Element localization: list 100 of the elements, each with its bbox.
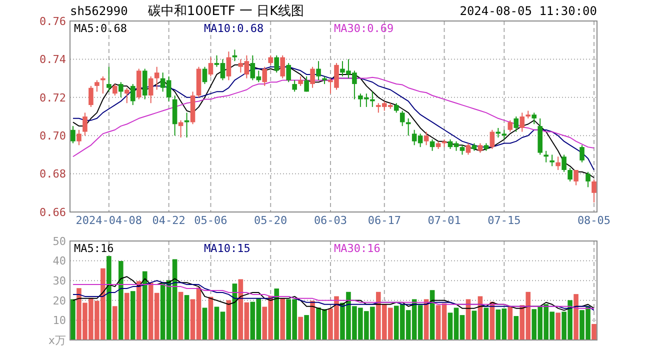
y-tick-label: 0.68 (40, 168, 66, 181)
y-tick-label: 20 (52, 294, 66, 308)
candlestick (280, 54, 285, 79)
candlestick (586, 171, 590, 188)
candlestick (556, 156, 560, 170)
bar (280, 298, 285, 340)
bar (298, 316, 303, 340)
candlestick (460, 144, 465, 156)
text: MA5:16 (74, 242, 114, 255)
bar (304, 315, 309, 340)
candlestick (178, 120, 184, 138)
candlestick (148, 76, 154, 104)
candlestick (502, 129, 507, 140)
candlestick (490, 129, 495, 150)
chart-title: 碳中和100ETF 一 日K线图 (146, 4, 304, 19)
text: MA5:0.68 (74, 22, 127, 35)
candlestick (394, 102, 399, 114)
bar (472, 310, 477, 340)
y-tick-label: 10 (52, 314, 66, 328)
bar (310, 300, 315, 340)
bar (226, 300, 232, 340)
text: MA10:0.68 (204, 22, 264, 35)
y-tick-label: 50 (52, 234, 66, 248)
candlestick (124, 87, 130, 104)
candlestick (70, 126, 76, 144)
candlestick (82, 112, 88, 136)
bar (484, 308, 489, 340)
candlestick (568, 168, 572, 182)
bar (592, 324, 596, 340)
bar (274, 288, 280, 340)
candlestick (292, 80, 297, 92)
candlestick (508, 120, 513, 132)
x-tick-label: 08-05 (577, 214, 611, 227)
x-tick-label: 07-15 (488, 214, 521, 227)
y-tick-label: x万 (48, 334, 66, 347)
candlestick (514, 116, 519, 132)
candlestick (262, 66, 268, 86)
candlestick (406, 118, 411, 136)
candlestick (232, 49, 238, 62)
candlestick (310, 66, 315, 88)
bar (556, 312, 560, 340)
candlestick (208, 56, 214, 77)
x-tick-label: 07-01 (428, 214, 461, 227)
bar (106, 256, 112, 340)
bar (142, 271, 148, 340)
bar (184, 295, 190, 340)
candlestick (562, 154, 566, 172)
candlestick (88, 85, 94, 108)
candlestick (298, 76, 303, 86)
text: MA30:0.69 (334, 22, 394, 35)
candlestick (430, 138, 435, 152)
candlestick (478, 142, 483, 154)
candlestick (94, 80, 100, 92)
bar (136, 281, 142, 340)
y-tick-label: 0.74 (40, 53, 66, 66)
candlestick (520, 112, 525, 132)
candlestick (574, 169, 578, 186)
bar (202, 308, 208, 340)
candlestick (274, 54, 280, 74)
y-tick-label: 0.66 (40, 206, 66, 219)
candlestick (118, 82, 124, 98)
x-tick-label: 04-22 (152, 214, 186, 227)
candlestick (316, 60, 321, 81)
y-tick-label: 40 (52, 254, 66, 268)
bar (208, 296, 214, 340)
candlestick (424, 131, 429, 146)
text: 2024-08-05 11:30:00 (460, 4, 597, 18)
chart-subtitle: sh562990 (70, 4, 128, 18)
bar (112, 306, 118, 340)
candlestick (112, 84, 118, 96)
x-tick-label: 06-03 (314, 214, 348, 227)
y-tick-label: 0.70 (40, 129, 66, 142)
x-tick-label: 05-06 (194, 214, 228, 227)
bar (178, 292, 184, 340)
bar (574, 294, 578, 340)
candlestick (286, 62, 291, 83)
x-tick-label: 05-20 (254, 214, 288, 227)
text: MA10:15 (204, 242, 250, 255)
text: MA30:16 (334, 242, 380, 255)
bar (514, 316, 519, 340)
candlestick (268, 54, 274, 66)
candlestick (226, 51, 232, 81)
x-tick-label: 06-17 (368, 214, 401, 227)
candlestick (154, 66, 160, 90)
x-tick-label: 2024-04-08 (76, 214, 142, 227)
candlestick (400, 110, 405, 127)
y-tick-label: 30 (52, 274, 66, 288)
bar (124, 292, 130, 340)
candlestick (202, 66, 208, 85)
candlestick (466, 142, 471, 156)
candlestick (106, 66, 112, 92)
bar (70, 299, 76, 340)
bar (130, 291, 136, 340)
bar (508, 306, 513, 340)
candlestick (580, 144, 584, 163)
candlestick (76, 129, 82, 146)
candlestick (550, 154, 554, 167)
candlestick (544, 150, 548, 163)
candlestick (304, 76, 309, 92)
bar (118, 261, 124, 340)
